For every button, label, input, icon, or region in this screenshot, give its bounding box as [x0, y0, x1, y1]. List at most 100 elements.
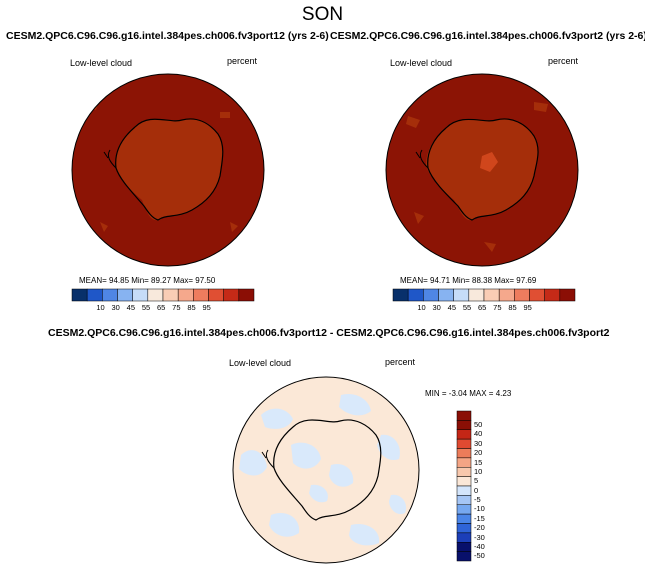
panel-1-colorbar-swatch: [102, 288, 118, 302]
diff-panel-negative-patches: [239, 393, 407, 546]
panel-2-peninsula: [415, 149, 429, 169]
panel-2-colorbar-tick-label: 65: [478, 303, 487, 312]
panel-1-stats: MEAN= 94.85 Min= 89.27 Max= 97.50: [79, 276, 216, 285]
diff-panel-colorbar-tick-label: 0: [474, 485, 479, 495]
panel-1-title: CESM2.QPC6.C96.C96.g16.intel.384pes.ch00…: [6, 30, 329, 42]
panel-1-peninsula: [103, 149, 117, 169]
panel-2-colorbar-swatch: [544, 288, 561, 302]
panel-1-colorbar-swatch: [177, 288, 194, 302]
diff-panel-colorbar-swatch: [456, 429, 472, 440]
diff-panel-colorbar-swatch: [456, 532, 472, 543]
panel-1-antarctica-region: [88, 102, 238, 232]
panel-1-colorbar-labels: 10 30 45 55 65 75 85 95: [72, 303, 254, 315]
diff-panel-colorbar-swatch: [456, 523, 472, 534]
diff-panel-colorbar-swatch: [456, 513, 472, 524]
diff-panel-colorbar-tick-label: 30: [474, 438, 483, 448]
panel-1-colorbar-swatch: [71, 288, 88, 302]
panel-1-colorbar-tick-label: 95: [202, 303, 211, 312]
diff-panel-colorbar-swatch: [456, 485, 472, 496]
panel-2-colorbar-swatch: [468, 288, 485, 302]
panel-2-colorbar-tick-label: 95: [523, 303, 532, 312]
panel-2-colorbar-swatch: [453, 288, 470, 302]
diff-panel-variable-label: Low-level cloud: [229, 358, 292, 368]
panel-2-colorbar-swatch: [529, 288, 545, 302]
panel-1-colorbar-swatch: [193, 288, 209, 302]
panel-1-units-label: percent: [227, 56, 258, 66]
diff-panel-colorbar-tick-label: 40: [474, 429, 483, 439]
panel-1-colorbar-swatch: [132, 288, 149, 302]
panel-1-colorbar-tick-label: 55: [141, 303, 151, 312]
diff-panel-colorbar-tick-label: 50: [474, 420, 483, 430]
diff-panel-colorbar-tick-label: -20: [474, 523, 485, 533]
panel-1-colorbar-swatch: [162, 288, 179, 302]
panel-1-colorbar-swatch: [117, 288, 133, 302]
panel-2-antarctica-region: [406, 102, 548, 252]
diff-panel-units-label: percent: [385, 357, 416, 367]
panel-1-map-border: [71, 73, 265, 267]
panel-2-title: CESM2.QPC6.C96.C96.g16.intel.384pes.ch00…: [330, 30, 645, 42]
diff-panel-colorbar-swatch: [456, 438, 472, 449]
panel-1-map: [71, 73, 265, 267]
diff-panel-colorbar-tick-label: 15: [474, 457, 483, 467]
panel-1-colorbar-swatch: [238, 288, 255, 302]
diff-panel-map: [232, 376, 420, 564]
diff-panel-colorbar-tick-label: -40: [474, 541, 485, 551]
panel-2-colorbar: [392, 288, 576, 302]
page-title: SON: [301, 4, 344, 25]
panel-1-colorbar-swatch: [86, 288, 103, 302]
panel-1-colorbar-tick-label: 75: [172, 303, 181, 312]
diff-panel-colorbar-tick-label: -30: [474, 532, 485, 542]
panel-2-colorbar-labels: 10 30 45 55 65 75 85 95: [393, 303, 575, 315]
diff-panel-colorbar-swatch: [456, 410, 472, 421]
panel-1-variable-label: Low-level cloud: [70, 58, 133, 68]
diff-panel-colorbar-swatch: [456, 467, 472, 477]
diff-panel-colorbar: [456, 410, 472, 562]
panel-2-colorbar-swatch: [559, 288, 576, 302]
diff-panel-colorbar-swatch: [456, 457, 472, 468]
diff-panel-colorbar-swatch: [456, 448, 472, 459]
panel-2-colorbar-tick-label: 75: [493, 303, 502, 312]
panel-1-colorbar-tick-label: 65: [157, 303, 166, 312]
panel-1-colorbar-tick-label: 45: [126, 303, 135, 312]
diff-panel-colorbar-labels: 50 40 30 20 15 10 5 0 -5 -10 -15 -20 -30 -40 -50: [474, 411, 504, 561]
panel-2-colorbar-swatch: [438, 288, 454, 302]
panel-2-higher-patch: [480, 152, 498, 172]
diff-panel-colorbar-tick-label: 20: [474, 448, 483, 458]
panel-2-colorbar-tick-label: 10: [417, 303, 426, 312]
diff-panel-title: CESM2.QPC6.C96.C96.g16.intel.384pes.ch00…: [48, 327, 610, 339]
panel-2-colorbar-tick-label: 85: [508, 303, 517, 312]
panel-2-colorbar-swatch: [407, 288, 424, 302]
diff-panel-colorbar-tick-label: -10: [474, 504, 485, 514]
diff-panel-colorbar-swatch: [456, 420, 472, 430]
panel-2-colorbar-tick-label: 30: [432, 303, 441, 312]
diff-panel-colorbar-swatch: [456, 504, 472, 515]
diff-panel-colorbar-swatch: [456, 551, 472, 562]
diff-panel-colorbar-tick-label: -15: [474, 513, 485, 523]
panel-1-colorbar-tick-label: 30: [111, 303, 120, 312]
panel-1-colorbar-tick-label: 85: [187, 303, 196, 312]
diff-panel-colorbar-tick-label: 5: [474, 476, 479, 486]
diff-panel-minmax: MIN = -3.04 MAX = 4.23: [425, 389, 512, 398]
diff-panel-colorbar-swatch: [456, 495, 472, 505]
diff-panel-map-border: [232, 376, 420, 564]
panel-2-variable-label: Low-level cloud: [390, 58, 453, 68]
panel-1-colorbar-swatch: [147, 288, 164, 302]
diff-panel-colorbar-swatch: [456, 542, 472, 552]
diff-panel-peninsula: [261, 449, 275, 469]
panel-1-colorbar: [71, 288, 255, 302]
panel-2-stats: MEAN= 94.71 Min= 88.38 Max= 97.69: [400, 276, 537, 285]
panel-2-colorbar-swatch: [392, 288, 409, 302]
panel-1-colorbar-tick-label: 10: [96, 303, 105, 312]
panel-2-colorbar-tick-label: 55: [462, 303, 472, 312]
panel-2-colorbar-swatch: [483, 288, 500, 302]
diff-panel-colorbar-tick-label: 10: [474, 466, 483, 476]
panel-2-map-border: [385, 73, 579, 267]
panel-2-colorbar-tick-label: 45: [447, 303, 456, 312]
panel-2-colorbar-swatch: [514, 288, 530, 302]
diff-panel-colorbar-tick-label: -50: [474, 551, 485, 561]
panel-2-map: [385, 73, 579, 267]
diff-panel-colorbar-swatch: [456, 476, 472, 487]
panel-2-units-label: percent: [548, 56, 579, 66]
panel-2-colorbar-swatch: [423, 288, 439, 302]
panel-1-colorbar-swatch: [223, 288, 240, 302]
